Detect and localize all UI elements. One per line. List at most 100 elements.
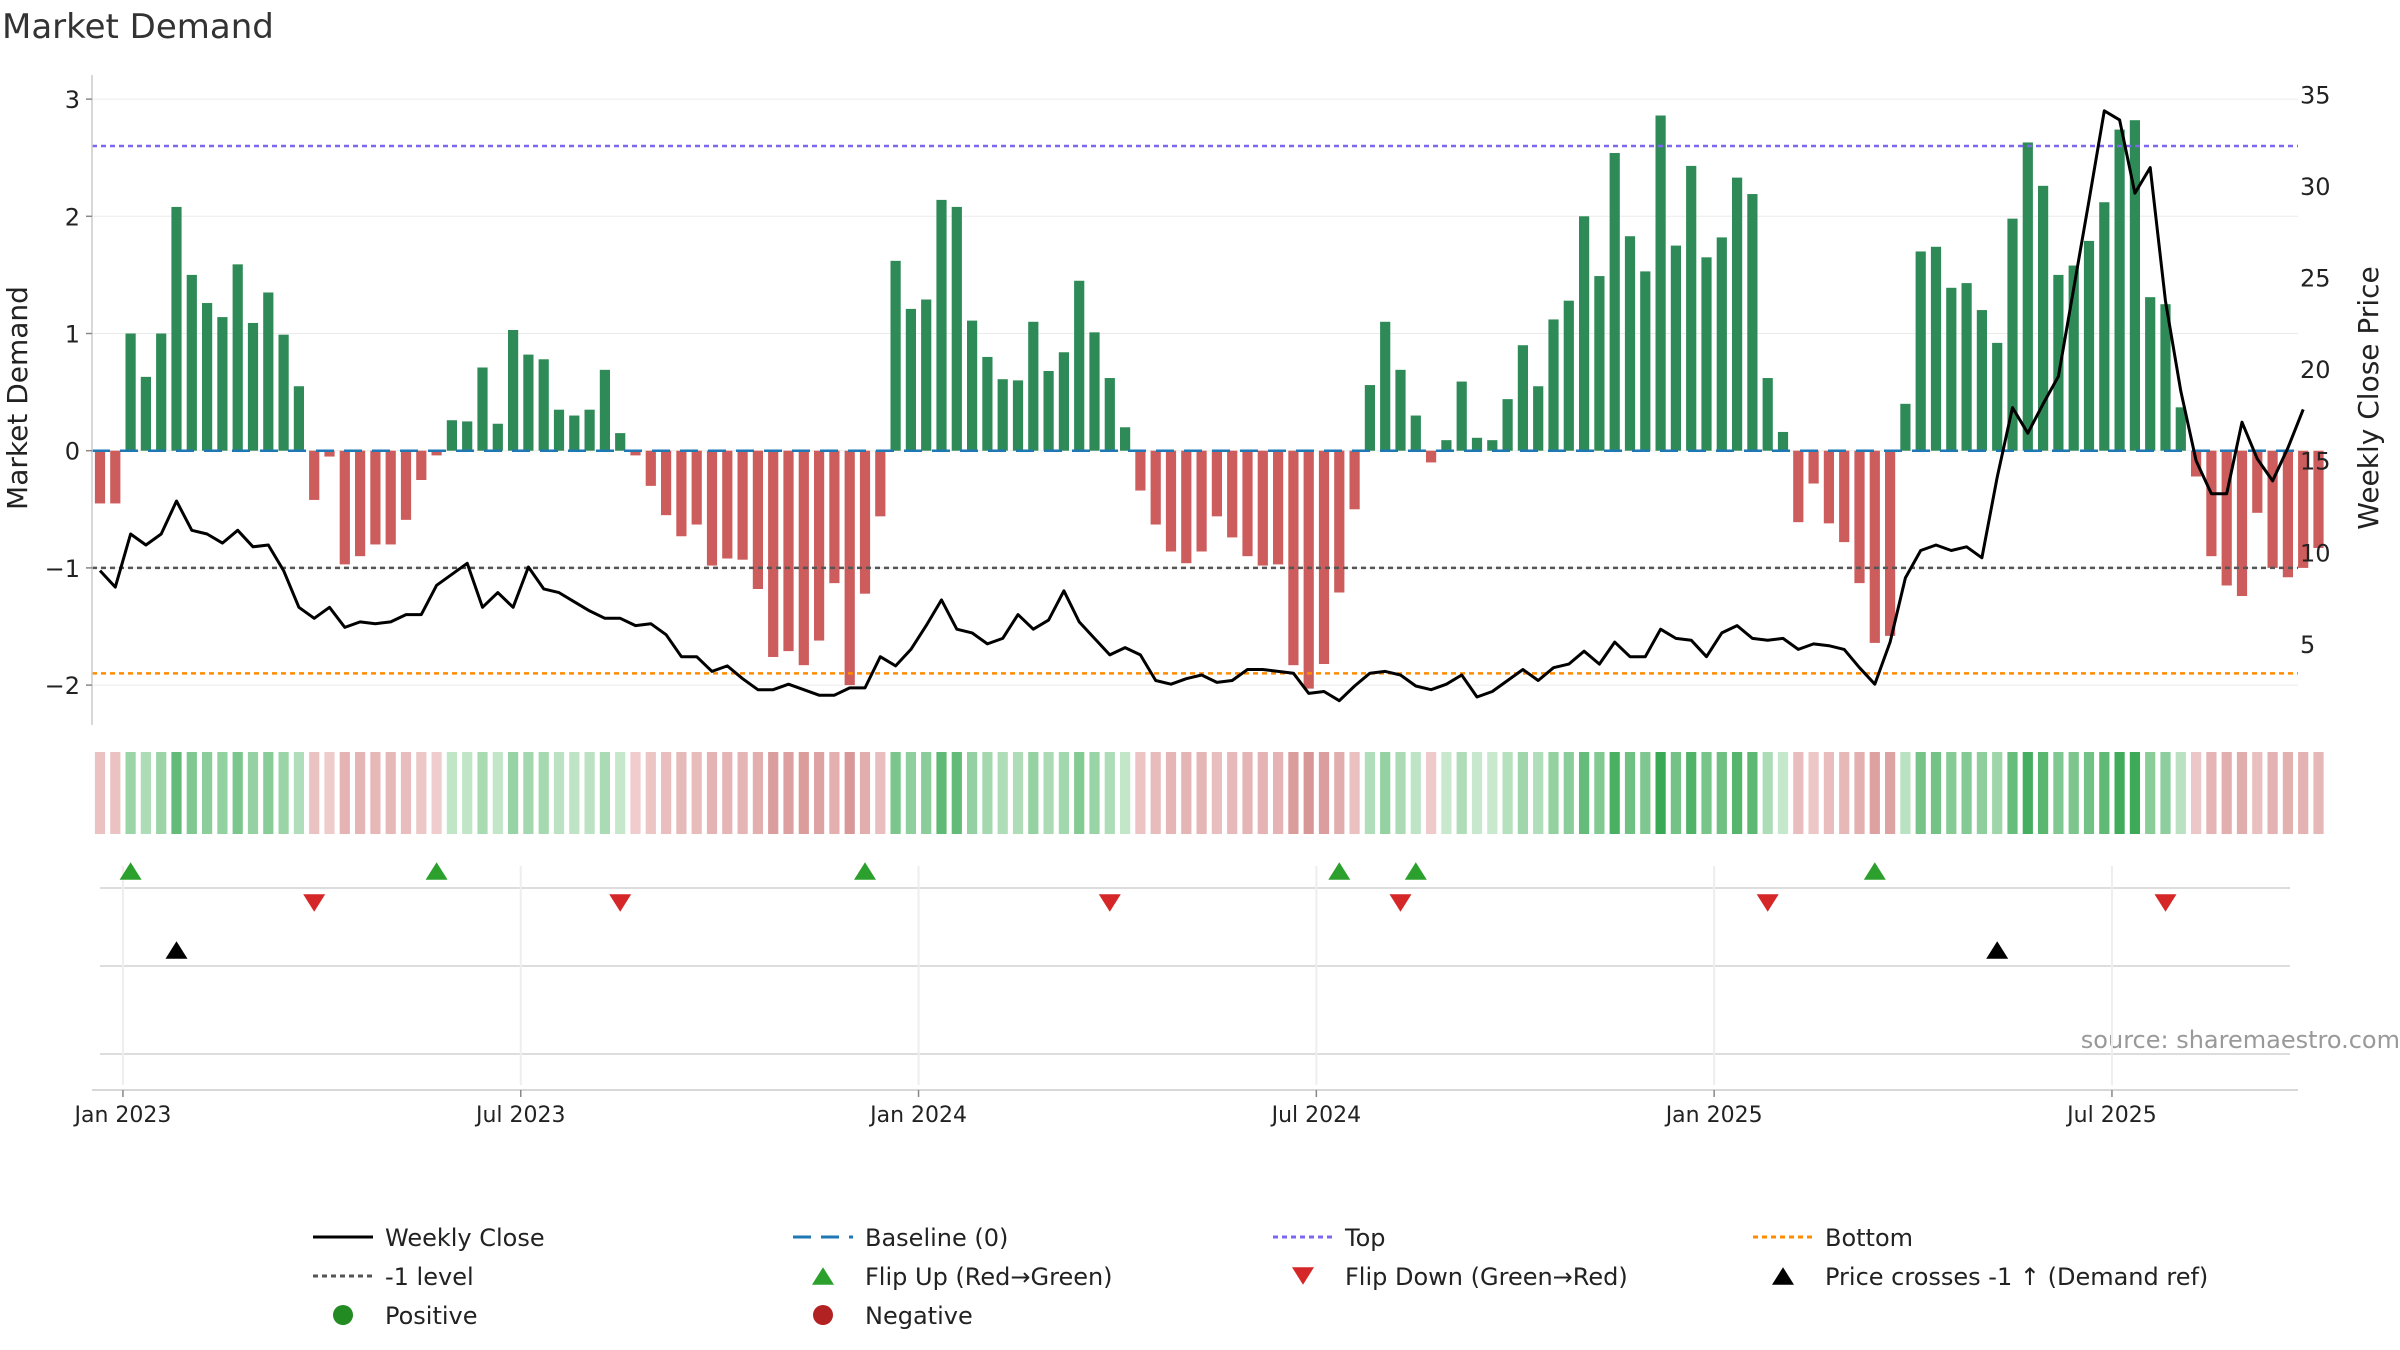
x-tick-label: Jul 2024 [1270,1103,1362,1128]
demand-bar [538,359,549,451]
demand-bar [661,450,672,516]
legend-item: -1 level [313,1263,474,1291]
heat-cell [263,752,274,834]
demand-bar [1104,378,1115,451]
demand-bar [2114,129,2125,451]
heat-cell [706,752,718,834]
demand-bar [951,206,962,451]
heat-cell [2221,752,2232,834]
price-line-layer [98,109,2305,703]
heat-cell [859,752,871,834]
heat-cell [936,752,947,834]
heat-cell [1976,752,1987,834]
heat-cell [997,752,1008,834]
demand-bar [1012,380,1024,451]
demand-bar [217,317,228,451]
demand-bar [1563,300,1574,451]
demand-bar [982,356,993,451]
heat-cell [2099,752,2110,834]
x-tick-label: Jan 2023 [72,1103,171,1128]
heat-cell [1885,752,1896,834]
demand-bar [783,450,794,652]
heat-cell [492,752,503,834]
heat-cell [1334,752,1345,834]
heat-cell [1777,752,1789,834]
demand-bar [247,322,259,451]
demand-bar [94,450,106,504]
demand-bar [1273,450,1284,565]
heat-cell [217,752,228,834]
heat-cell [1670,752,1681,834]
flip-up-marker [1328,862,1351,880]
demand-bar [508,329,519,451]
y-tick-label: 0 [65,438,80,466]
heat-cell [1074,752,1085,834]
heat-cell [400,752,412,834]
demand-bar [2252,450,2263,513]
heat-cell [844,752,855,834]
heat-cell [1426,752,1437,834]
demand-bar [1196,450,1207,552]
demand-bar [1961,283,1972,451]
demand-bar [645,450,656,486]
legend: Weekly Close Baseline (0) Top Bottom -1 leve… [313,1224,2208,1330]
heat-strip [94,752,2324,834]
demand-bar [1594,276,1605,451]
demand-bar [2022,142,2033,451]
demand-bar [1930,246,1942,451]
demand-bar [1670,245,1681,451]
heat-cell [630,752,641,834]
demand-bar [1120,427,1131,451]
legend-label: Negative [865,1302,973,1330]
heat-cell [477,752,488,834]
demand-bar [691,450,702,525]
demand-bar [615,433,626,451]
heat-cell [171,752,182,834]
demand-bar [1946,287,1957,451]
demand-bar [1747,194,1758,451]
y-axis-label: Market Demand [1,286,34,510]
demand-bar [232,264,243,451]
heat-cell [385,752,396,834]
y-tick-label: 2 [65,203,80,231]
heat-cell [1502,752,1513,834]
heat-cell [2083,752,2095,834]
heat-cell [1548,752,1559,834]
demand-bar [1808,450,1819,484]
heat-cell [951,752,962,834]
demand-bar [2313,450,2324,548]
legend-item: Negative [813,1302,973,1330]
y2-tick-label: 10 [2300,539,2331,567]
y2-tick-label: 5 [2300,631,2315,659]
heat-cell [431,752,442,834]
demand-bar [936,199,947,451]
demand-bar [798,450,809,666]
demand-bar [1793,450,1804,523]
demand-bar [1227,450,1238,538]
heat-cell [722,752,733,834]
demand-bar [1655,115,1666,451]
heat-cell [1609,752,1620,834]
demand-bar [1885,450,1896,636]
heat-cell [1762,752,1773,834]
heat-cell [462,752,473,834]
heat-cell [752,752,763,834]
demand-bar [814,450,825,641]
heat-cell [508,752,519,834]
heat-cell [1624,752,1636,834]
legend-label: Top [1344,1224,1386,1252]
heat-cell [1900,752,1911,834]
demand-bar [706,450,718,566]
demand-bar [1349,450,1360,510]
heat-cell [1747,752,1758,834]
demand-bar [446,420,457,451]
demand-bar [324,450,335,457]
legend-swatch [813,1305,833,1325]
heat-cell [1227,752,1238,834]
heat-cell [1716,752,1727,834]
heat-cell [1135,752,1146,834]
chart-title: Market Demand [2,7,274,47]
heat-cell [737,752,748,834]
demand-bar [1533,386,1544,451]
demand-bar [1318,450,1330,665]
